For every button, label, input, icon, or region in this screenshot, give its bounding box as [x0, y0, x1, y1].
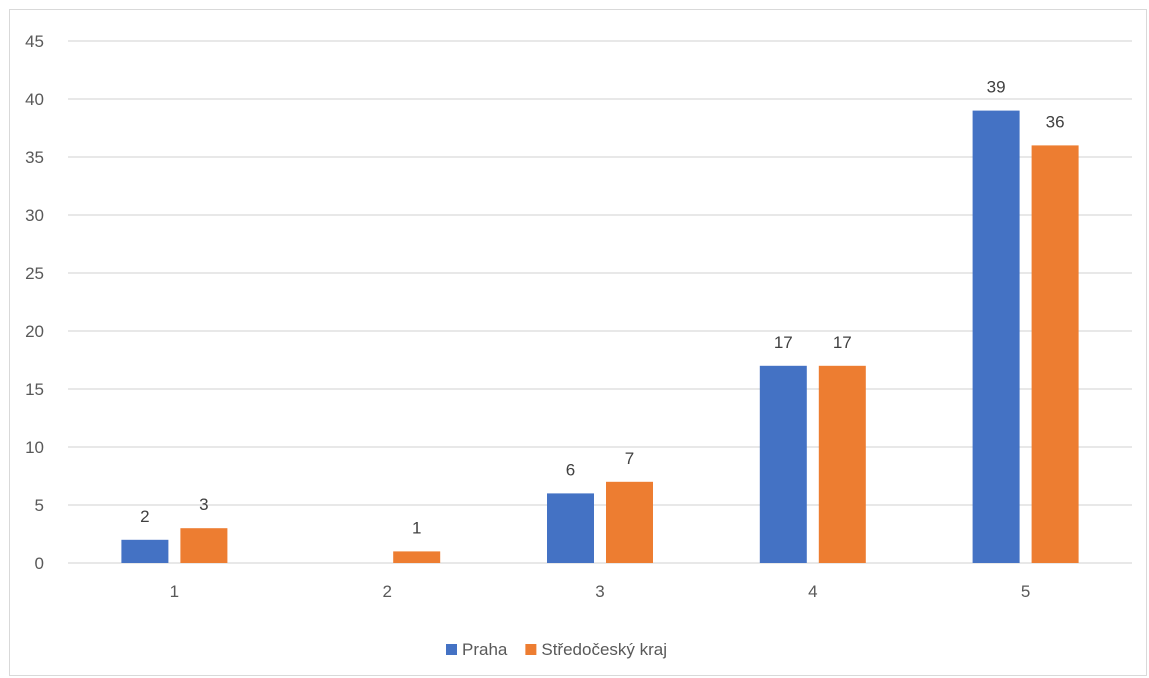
bar-stredocesky-kraj-2: [393, 551, 441, 563]
chart-frame: [9, 9, 1147, 676]
x-axis-tick-labels: 1 2 3 4 5: [170, 582, 1031, 601]
data-label-stredocesky-kraj-4: 17: [833, 333, 852, 352]
y-tick-label-35: 35: [25, 148, 44, 167]
data-label-praha-3: 6: [566, 460, 575, 479]
bars: [121, 110, 1079, 563]
legend-label-stredocesky-kraj: Středočeský kraj: [541, 640, 667, 659]
y-tick-label-30: 30: [25, 206, 44, 225]
bar-stredocesky-kraj-5: [1031, 145, 1079, 563]
bar-stredocesky-kraj-1: [180, 528, 228, 563]
legend: Praha Středočeský kraj: [446, 640, 667, 659]
legend-label-praha: Praha: [462, 640, 508, 659]
data-label-stredocesky-kraj-2: 1: [412, 518, 421, 537]
x-tick-label-2: 2: [382, 582, 391, 601]
y-tick-label-40: 40: [25, 90, 44, 109]
data-label-stredocesky-kraj-1: 3: [199, 495, 208, 514]
bar-stredocesky-kraj-3: [606, 481, 653, 563]
y-axis-tick-labels: 0 5 10 15 20 25 30 35 40 45: [25, 32, 44, 573]
gridlines: [68, 40, 1132, 564]
bar-praha-4: [759, 365, 807, 563]
y-tick-label-15: 15: [25, 380, 44, 399]
y-tick-label-20: 20: [25, 322, 44, 341]
y-tick-label-10: 10: [25, 438, 44, 457]
x-tick-label-1: 1: [170, 582, 179, 601]
data-label-praha-4: 17: [774, 333, 793, 352]
data-labels: 2 3 1 6 7 17 17 39 36: [140, 78, 1064, 538]
bar-praha-3: [547, 493, 594, 563]
x-tick-label-4: 4: [808, 582, 817, 601]
y-tick-label-45: 45: [25, 32, 44, 51]
x-tick-label-3: 3: [595, 582, 604, 601]
bar-stredocesky-kraj-4: [818, 365, 866, 563]
x-tick-label-5: 5: [1021, 582, 1030, 601]
bar-praha-1: [121, 539, 169, 563]
data-label-praha-1: 2: [140, 507, 149, 526]
legend-swatch-stredocesky-kraj: [525, 644, 537, 655]
y-tick-label-0: 0: [35, 554, 44, 573]
y-tick-label-5: 5: [35, 496, 44, 515]
legend-swatch-praha: [446, 644, 457, 655]
data-label-stredocesky-kraj-3: 7: [625, 449, 634, 468]
data-label-stredocesky-kraj-5: 36: [1046, 112, 1065, 131]
y-tick-label-25: 25: [25, 264, 44, 283]
bar-praha-5: [972, 110, 1020, 563]
data-label-praha-5: 39: [987, 78, 1006, 97]
